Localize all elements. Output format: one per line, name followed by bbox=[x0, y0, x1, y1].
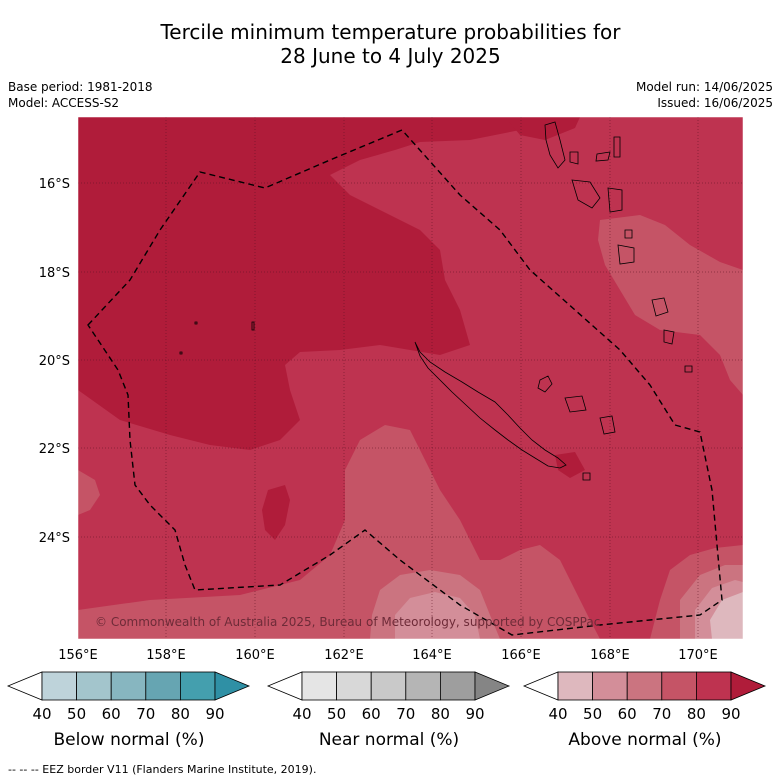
colorbar-tick-label: 80 bbox=[170, 705, 190, 723]
colorbar-segment bbox=[41, 671, 77, 701]
model-run: Model run: 14/06/2025 bbox=[635, 80, 773, 94]
title-line-1: Tercile minimum temperature probabilitie… bbox=[160, 20, 621, 44]
longitude-labels: 156°E 158°E 160°E 162°E 164°E 166°E 168°E 170°E bbox=[58, 648, 718, 663]
colorbar-segment bbox=[661, 671, 697, 701]
colorbar-label-below: Below normal (%) bbox=[53, 730, 205, 750]
longitude-label: 160°E bbox=[235, 648, 275, 663]
colorbar-tick-label: 70 bbox=[396, 705, 416, 723]
loyalty-islands-land bbox=[537, 375, 616, 481]
colorbar-segment bbox=[439, 671, 476, 701]
longitude-label: 164°E bbox=[412, 648, 452, 663]
colorbar-tick-label: 70 bbox=[136, 705, 156, 723]
colorbar-near bbox=[266, 671, 511, 701]
colorbar-segment bbox=[301, 671, 337, 701]
colorbar-tick-label: 50 bbox=[583, 705, 603, 723]
longitude-label: 166°E bbox=[501, 648, 541, 663]
colorbar-min-extension bbox=[266, 671, 303, 701]
colorbar-tick-label: 80 bbox=[430, 705, 450, 723]
eez-border bbox=[87, 129, 723, 636]
longitude-label: 162°E bbox=[324, 648, 364, 663]
zone-above-90-islands bbox=[555, 452, 585, 478]
latitude-label: 22°S bbox=[39, 442, 70, 457]
probability-map: © Commonwealth of Australia 2025, Bureau… bbox=[39, 116, 744, 663]
issued-date: Issued: 16/06/2025 bbox=[657, 96, 773, 110]
colorbar-tick-label: 90 bbox=[721, 705, 741, 723]
colorbar-min-extension bbox=[6, 671, 43, 701]
latitude-label: 18°S bbox=[39, 266, 70, 281]
colorbar-segment bbox=[370, 671, 407, 701]
colorbar-tick-label: 60 bbox=[101, 705, 121, 723]
colorbar-segment bbox=[405, 671, 441, 701]
colorbar-segment bbox=[592, 671, 628, 701]
latitude-label: 20°S bbox=[39, 354, 70, 369]
meta-left: Base period: 1981-2018 Model: ACCESS-S2 bbox=[8, 79, 153, 111]
colorbar-label-above: Above normal (%) bbox=[568, 730, 722, 750]
colorbar-segment bbox=[179, 671, 216, 701]
colorbar-tick-label: 40 bbox=[548, 705, 568, 723]
zone-above-70-southwest bbox=[78, 470, 100, 515]
small-islands-land bbox=[179, 321, 255, 355]
colorbar-tick-label: 40 bbox=[32, 705, 52, 723]
colorbar-tick-label: 40 bbox=[292, 705, 312, 723]
colorbar-tick-label: 60 bbox=[361, 705, 381, 723]
colorbar-max-extension bbox=[214, 671, 251, 701]
colorbar-max-extension bbox=[474, 671, 511, 701]
copyright-text: © Commonwealth of Australia 2025, Bureau… bbox=[95, 615, 600, 629]
latitude-labels: 16°S 18°S 20°S 22°S 24°S bbox=[39, 177, 70, 546]
colorbar-below bbox=[6, 671, 251, 701]
model-name: Model: ACCESS-S2 bbox=[8, 96, 120, 110]
colorbar-legend bbox=[6, 671, 767, 701]
colorbar-segment bbox=[336, 671, 372, 701]
colorbar-tick-label: 50 bbox=[67, 705, 87, 723]
colorbar-segment bbox=[626, 671, 663, 701]
longitude-label: 156°E bbox=[58, 648, 98, 663]
meta-right: Model run: 14/06/2025 Issued: 16/06/2025 bbox=[636, 79, 773, 111]
map-plot-area: © Commonwealth of Australia 2025, Bureau… bbox=[78, 117, 743, 639]
eez-footnote: -- -- -- EEZ border V11 (Flanders Marine… bbox=[8, 763, 317, 776]
colorbar-tick-label: 90 bbox=[205, 705, 225, 723]
zone-above-90-west bbox=[78, 117, 520, 450]
colorbar-min-extension bbox=[522, 671, 559, 701]
colorbar-label-near: Near normal (%) bbox=[318, 730, 460, 750]
colorbar-tick-label: 70 bbox=[652, 705, 672, 723]
graticule bbox=[78, 117, 743, 639]
colorbar-segment bbox=[110, 671, 147, 701]
title-line-2: 28 June to 4 July 2025 bbox=[280, 44, 501, 68]
zone-above-90-east bbox=[505, 117, 580, 140]
colorbar-tick-label: 60 bbox=[617, 705, 637, 723]
colorbar-tick-label: 90 bbox=[465, 705, 485, 723]
map-title: Tercile minimum temperature probabilitie… bbox=[0, 20, 781, 68]
vanuatu-land bbox=[544, 121, 693, 373]
latitude-label: 16°S bbox=[39, 177, 70, 192]
longitude-label: 170°E bbox=[678, 648, 718, 663]
colorbar-above bbox=[522, 671, 767, 701]
zone-above-90-south bbox=[262, 485, 290, 540]
zone-above-40-southeast bbox=[710, 592, 743, 639]
longitude-label: 168°E bbox=[590, 648, 630, 663]
longitude-label: 158°E bbox=[146, 648, 186, 663]
map-frame bbox=[77, 116, 744, 640]
colorbar-tick-label: 50 bbox=[327, 705, 347, 723]
colorbar-segment bbox=[557, 671, 593, 701]
colorbar-tick-label: 80 bbox=[686, 705, 706, 723]
new-caledonia-land bbox=[414, 341, 567, 469]
colorbar-max-extension bbox=[730, 671, 767, 701]
latitude-label: 24°S bbox=[39, 531, 70, 546]
colorbar-segment bbox=[76, 671, 112, 701]
base-period: Base period: 1981-2018 bbox=[8, 80, 153, 94]
colorbar-segment bbox=[145, 671, 181, 701]
colorbar-segment bbox=[696, 671, 732, 701]
